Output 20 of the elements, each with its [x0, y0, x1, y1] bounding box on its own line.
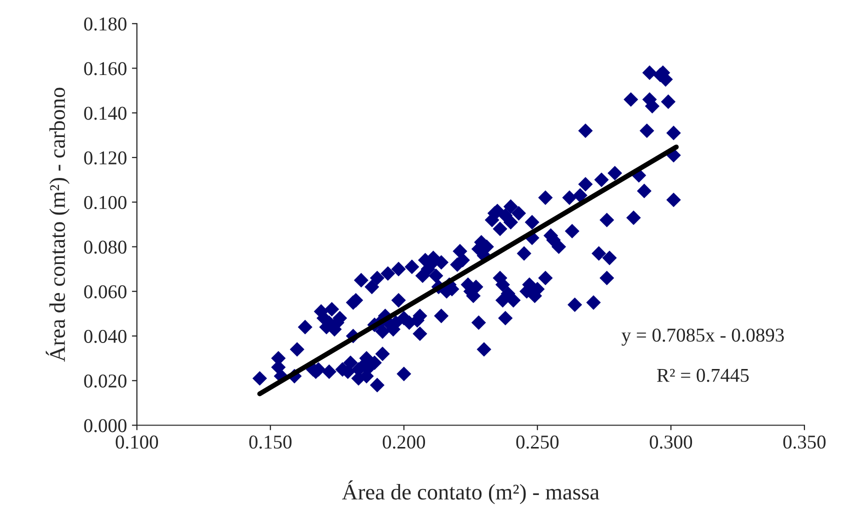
y-tick-label: 0.180 — [84, 17, 126, 31]
y-tick-label: 0.020 — [84, 374, 126, 388]
y-tick-label: 0.100 — [84, 196, 126, 210]
x-axis-title: Área de contato (m²) - massa — [342, 480, 600, 504]
x-tick-label: 0.100 — [116, 436, 158, 449]
annotation: y = 0.7085x - 0.0893 — [622, 328, 784, 346]
annotation: R² = 0.7445 — [657, 368, 749, 382]
y-tick-label: 0.160 — [84, 62, 126, 76]
y-tick-label: 0.140 — [84, 106, 126, 120]
y-tick-label: 0.120 — [84, 151, 126, 165]
x-tick-label: 0.150 — [249, 436, 292, 449]
y-tick-label: 0.000 — [84, 419, 126, 432]
x-tick-label: 0.350 — [783, 436, 826, 449]
y-tick-label: 0.080 — [84, 240, 126, 254]
x-tick-label: 0.250 — [516, 436, 559, 449]
x-tick-label: 0.200 — [382, 436, 426, 449]
y-axis-title: Área de contato (m²) - carbono — [46, 88, 70, 362]
y-tick-label: 0.060 — [84, 285, 126, 298]
y-tick-label: 0.040 — [84, 330, 126, 344]
x-tick-label: 0.300 — [650, 436, 692, 449]
